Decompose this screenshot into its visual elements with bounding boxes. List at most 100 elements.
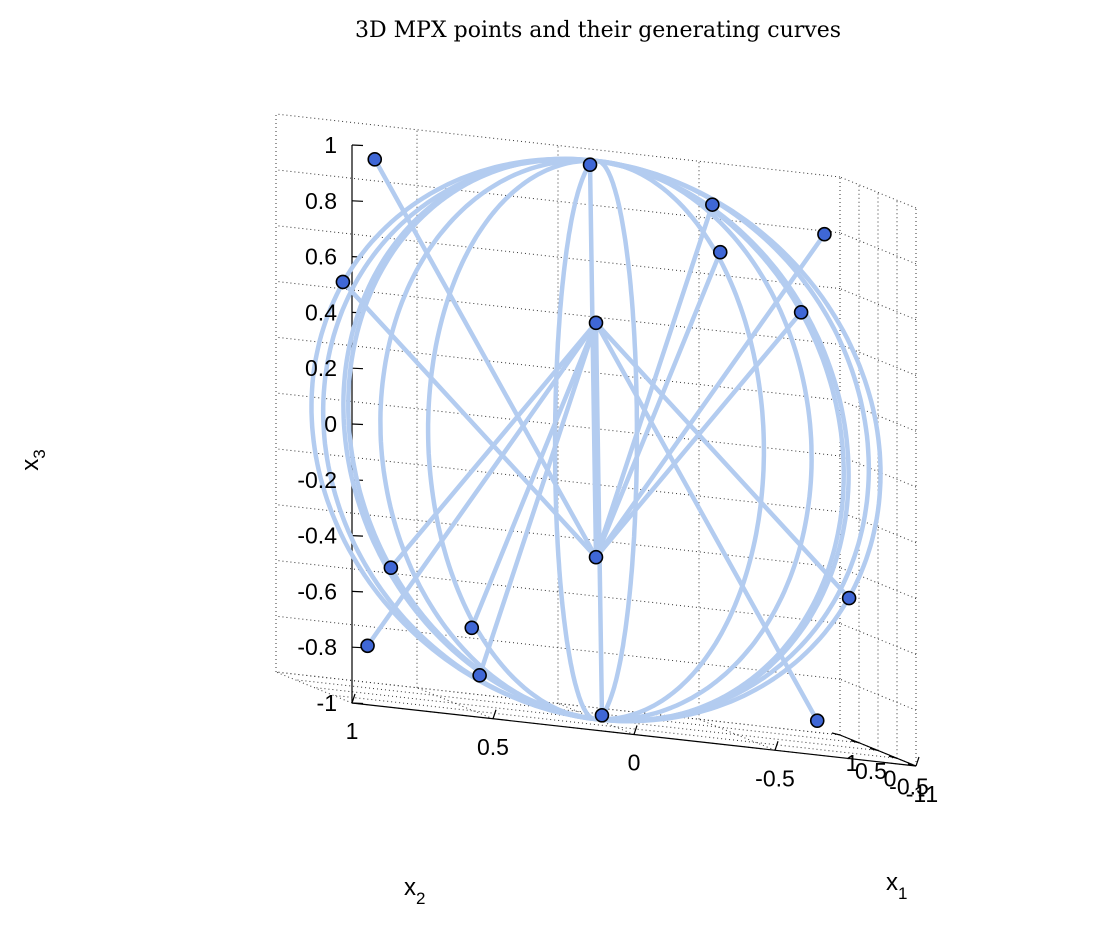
z-tick [351, 367, 364, 370]
generating-segment [593, 320, 852, 601]
grid-line [839, 176, 917, 209]
x-tick [888, 755, 898, 759]
y-tick [915, 756, 920, 767]
tick-labels: 10.80.60.40.20-0.2-0.4-0.6-0.8-110.50-0.… [297, 132, 938, 807]
grid-line [839, 399, 917, 432]
grid-line [275, 169, 841, 234]
z-tick-label: 0.4 [305, 299, 337, 325]
mpx-point [582, 157, 598, 172]
svg-text:x3: x3 [17, 449, 49, 470]
y-tick-label: 1 [346, 718, 359, 744]
z-tick-label: -0.8 [297, 634, 337, 660]
generating-curve [425, 158, 767, 722]
mpx-point [335, 274, 351, 290]
z-axis-label-main: x [17, 459, 44, 471]
generating-segment [587, 162, 599, 560]
y-tick [492, 709, 497, 719]
mpx-point [705, 197, 720, 212]
grid-line [275, 336, 841, 401]
x-axis-label: x1 [886, 869, 907, 903]
grid-line [275, 448, 841, 513]
z-tick [351, 423, 364, 426]
generating-segment [593, 202, 715, 560]
mpx-point [472, 668, 487, 683]
grid-line [275, 113, 841, 178]
grid-line [416, 687, 494, 720]
grid-line [275, 392, 841, 457]
y-axis-label: x2 [404, 874, 425, 908]
z-tick [351, 590, 364, 593]
x-tick-label: -1 [918, 781, 938, 807]
z-tick-label: 1 [324, 132, 337, 158]
y-tick-label: 0 [628, 750, 641, 776]
x-tick-label: 0.5 [855, 758, 887, 784]
grid-line [839, 678, 917, 711]
y-tick [774, 741, 779, 751]
generating-segment [469, 320, 599, 631]
mpx-point [588, 549, 604, 565]
z-tick-label: 0.2 [305, 355, 337, 381]
mpx-point [712, 244, 728, 260]
mpx-point [383, 560, 399, 576]
mpx-point [588, 315, 604, 331]
grid-line [275, 671, 841, 736]
x-tick-label: 0 [884, 766, 897, 792]
x-tick [907, 763, 917, 767]
z-tick-label: 0.8 [305, 188, 337, 214]
mpx-point [594, 707, 610, 723]
x-tick [869, 747, 879, 752]
z-axis-label-sub: 3 [30, 449, 49, 458]
mpx-point [367, 152, 383, 167]
y-tick-label: -0.5 [755, 765, 795, 791]
generating-segment [477, 320, 599, 678]
generating-segment [593, 310, 804, 560]
x-tick [850, 740, 860, 744]
x-axis-label-main: x [886, 869, 898, 896]
generating-segment [593, 231, 827, 560]
mpx-point [360, 638, 375, 654]
y-tick-label: 0.5 [477, 734, 509, 760]
generating-segment [593, 320, 820, 723]
generating-segment [593, 320, 605, 718]
grid-line [839, 232, 917, 265]
z-tick-label: -0.6 [297, 578, 337, 604]
z-axis-label: x3 [17, 449, 49, 470]
grid-line [313, 687, 879, 751]
x-tick-label: -0.5 [889, 773, 929, 799]
chart-title: 3D MPX points and their generating curve… [355, 18, 841, 43]
grid-line [698, 718, 776, 751]
mpx-point [841, 590, 857, 606]
z-tick-label: 0 [324, 411, 337, 437]
x-axis-label-sub: 1 [898, 884, 907, 903]
generating-curves [309, 156, 883, 724]
grid-line [332, 694, 898, 759]
grid-line [839, 288, 917, 321]
generating-segment [340, 279, 599, 560]
z-tick-label: 0.6 [305, 244, 337, 270]
grid-line [839, 567, 917, 600]
grid-line [557, 703, 635, 735]
x-tick [831, 732, 841, 736]
grid-line [294, 679, 860, 744]
generating-curve [320, 157, 872, 723]
mpx-points [335, 152, 857, 728]
generating-segment [593, 249, 723, 560]
grid-line [275, 671, 353, 704]
z-tick [351, 200, 364, 202]
generating-segment [365, 320, 599, 649]
generating-segment [372, 157, 599, 560]
generating-segment [388, 320, 599, 570]
grid-line [275, 225, 841, 290]
y-axis-label-sub: 2 [416, 889, 425, 908]
mpx-point [817, 226, 832, 242]
z-tick-label: -0.4 [297, 523, 337, 549]
grid-line [275, 504, 841, 569]
y-axis-label-main: x [404, 874, 416, 901]
y-tick-label: -1 [906, 781, 926, 807]
z-tick [351, 144, 364, 147]
y-tick [351, 693, 356, 704]
z-tick-label: -1 [317, 690, 337, 716]
mpx-point [809, 713, 825, 728]
grid-line [839, 455, 917, 488]
